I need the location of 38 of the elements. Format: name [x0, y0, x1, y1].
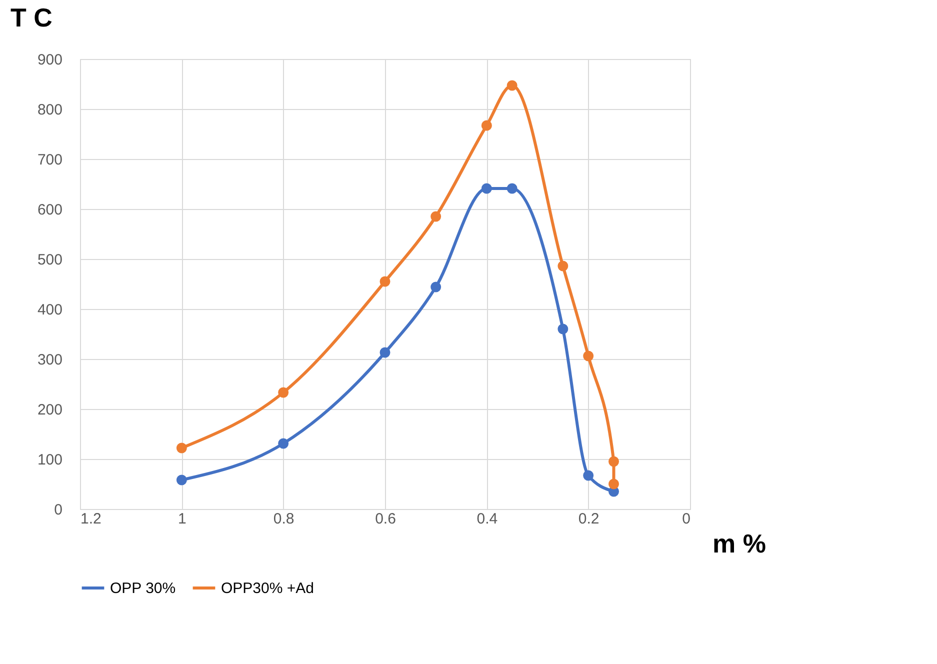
- point: [558, 260, 568, 272]
- y-axis-title: T C: [10, 2, 53, 32]
- legend-label: OPP 30%: [110, 580, 176, 597]
- y-tick-label: 100: [37, 452, 62, 468]
- point: [506, 183, 518, 194]
- x-axis-title: m %: [712, 528, 766, 558]
- point: [608, 478, 619, 490]
- x-tick-label: 1.2: [80, 510, 102, 528]
- x-tick-label: 0.2: [578, 510, 600, 528]
- x-tick-label: 0.8: [273, 510, 294, 528]
- point: [176, 442, 187, 454]
- point: [583, 470, 594, 481]
- x-tick-label: 1: [178, 510, 186, 528]
- point: [380, 347, 390, 358]
- point: [608, 456, 619, 467]
- x-tick-label: 0.6: [375, 510, 396, 528]
- point: [430, 282, 442, 292]
- y-tick-label: 600: [37, 202, 62, 218]
- y-tick-label: 900: [37, 52, 62, 68]
- y-tick-label: 500: [37, 252, 62, 268]
- point: [481, 183, 492, 194]
- point: [583, 350, 594, 362]
- point: [506, 80, 518, 91]
- point: [176, 474, 187, 486]
- point: [278, 438, 289, 449]
- y-tick-label: 800: [37, 102, 62, 118]
- y-tick-label: 400: [37, 302, 62, 318]
- point: [481, 120, 492, 131]
- x-tick-label: 0.4: [476, 510, 498, 528]
- point: [278, 387, 289, 398]
- y-tick-label: 700: [37, 152, 62, 168]
- legend-label: OPP30% +Ad: [221, 580, 314, 597]
- y-tick-label: 200: [37, 402, 62, 418]
- point: [430, 211, 442, 222]
- point: [558, 324, 568, 334]
- point: [380, 276, 390, 287]
- y-tick-label: 300: [37, 352, 62, 368]
- x-tick-label: 0: [682, 510, 690, 528]
